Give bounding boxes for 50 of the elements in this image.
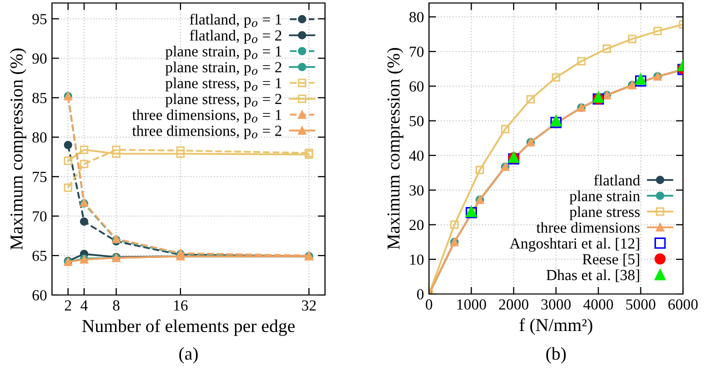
y-tick-label: 50	[410, 116, 424, 126]
y-tick-label: 0	[417, 289, 424, 300]
legend-label: flatland	[594, 174, 640, 186]
x-axis-title: f (N/mm²)	[520, 318, 592, 335]
y-tick-label: 95	[32, 14, 47, 24]
y-tick-label: 65	[32, 250, 47, 261]
y-tick-label: 70	[410, 46, 424, 57]
x-tick-label: 2000	[499, 299, 528, 310]
x-tick-label: 5000	[626, 299, 656, 310]
y-tick-label: 70	[32, 211, 47, 222]
legend-label: plane stress, p$_{o}$ = 2	[165, 93, 282, 108]
legend-label: three dimensions, p$_{o}$ = 2	[132, 125, 282, 140]
x-tick-label: 1000	[457, 299, 486, 310]
y-tick-label: 30	[410, 185, 424, 196]
text: (b)	[546, 347, 566, 364]
x-tick-label: 0	[426, 299, 432, 310]
y-tick-label: 90	[32, 53, 47, 64]
x-tick-label: 3000	[541, 299, 571, 310]
y-tick-label: 20	[410, 220, 424, 230]
legend-label: three dimensions, p$_{o}$ = 1	[132, 109, 282, 124]
legend-label: plane stress	[570, 206, 640, 220]
legend-label: three dimensions	[536, 222, 640, 233]
legend-label: Angoshtari et al. [12]	[510, 238, 640, 252]
y-axis-title: Maximum compression (%)	[10, 48, 26, 250]
x-tick-label: 32	[302, 300, 316, 311]
legend-label: flatland, p$_{o}$ = 2	[190, 30, 282, 44]
y-axis-title: Maximum compression (%)	[386, 48, 404, 250]
y-tick-label: 60	[32, 290, 47, 300]
legend-label: plane strain, p$_{o}$ = 2	[165, 62, 282, 76]
x-tick-label: 16	[174, 300, 188, 311]
x-tick-label: 6000	[668, 299, 698, 310]
legend-label: plane strain	[570, 190, 640, 204]
x-tick-label: 4000	[583, 299, 614, 310]
y-tick-label: 10	[410, 254, 424, 265]
x-axis-title: Number of elements per edge	[82, 319, 295, 336]
legend-label: Reese [5]	[582, 254, 640, 266]
y-tick-label: 40	[409, 150, 424, 161]
legend-label: Dhas et al. [38]	[546, 269, 640, 282]
x-tick-label: 4	[80, 300, 88, 310]
y-tick-label: 60	[410, 81, 424, 92]
y-tick-label: 80	[409, 12, 424, 22]
x-tick-label: 8	[113, 300, 120, 311]
x-tick-label: 2	[64, 300, 72, 310]
legend-label: plane strain, p$_{o}$ = 1	[165, 46, 282, 60]
y-tick-label: 75	[32, 172, 47, 182]
y-tick-label: 85	[32, 92, 47, 104]
y-tick-label: 80	[32, 132, 47, 143]
text: (a)	[179, 347, 198, 364]
legend-label: flatland, p$_{o}$ = 1	[190, 14, 282, 28]
legend-label: plane stress, p$_{o}$ = 1	[165, 78, 282, 92]
